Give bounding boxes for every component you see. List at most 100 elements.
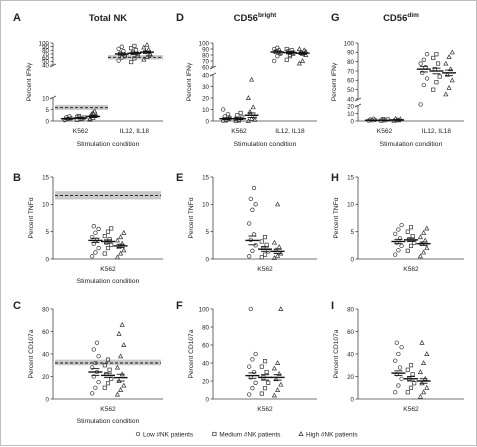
data-point: [275, 387, 281, 392]
data-point: [96, 226, 101, 232]
data-point: [394, 240, 399, 245]
data-point: [102, 233, 107, 239]
y-tick-label: 90: [347, 50, 354, 57]
data-point: [90, 254, 95, 259]
y-tick-label: 0: [206, 396, 210, 403]
y-tick-label: 40: [202, 360, 209, 367]
data-point: [424, 225, 430, 231]
y-tick-label: 90: [202, 46, 209, 53]
data-point: [417, 369, 423, 374]
data-point: [299, 58, 306, 63]
data-point: [96, 379, 101, 385]
data-point: [93, 360, 98, 366]
data-point: [132, 56, 137, 61]
data-point: [396, 248, 401, 253]
data-point: [119, 240, 125, 246]
data-point: [278, 381, 284, 387]
data-point: [116, 330, 122, 336]
x-tick-label: K562: [73, 128, 89, 135]
y-tick-label: 60: [347, 329, 354, 336]
data-point: [114, 254, 120, 260]
data-point: [105, 229, 111, 234]
y-axis-label: Percent IFNγ: [26, 62, 33, 101]
data-point: [417, 253, 423, 259]
y-tick-label: 100: [39, 40, 50, 47]
y-tick-label: 0: [351, 396, 355, 403]
y-tick-label: 40: [42, 351, 49, 358]
panel-title-superscript: dim: [407, 12, 419, 19]
x-tick-label: IL12, IL18: [422, 128, 452, 135]
data-point: [275, 54, 280, 59]
data-point: [105, 381, 111, 386]
data-point: [116, 58, 121, 63]
y-tick-label: 0: [46, 396, 50, 403]
data-point: [247, 254, 252, 259]
legend-marker: [298, 431, 304, 436]
data-point: [393, 252, 398, 257]
x-tick-label: K562: [257, 266, 273, 273]
data-point: [410, 372, 415, 377]
data-point: [90, 110, 96, 115]
data-point: [249, 115, 255, 121]
y-tick-label: 0: [206, 118, 210, 125]
y-axis-label: Percent TNFα: [188, 197, 195, 238]
y-tick-label: 20: [202, 95, 209, 102]
data-point: [399, 345, 404, 350]
y-tick-label: 40: [202, 72, 209, 79]
data-point: [275, 201, 281, 207]
axis-break: [209, 65, 217, 70]
x-tick-label: K562: [403, 266, 419, 273]
data-point: [396, 383, 401, 388]
data-point: [253, 243, 258, 248]
legend-marker: [135, 431, 141, 437]
data-point: [93, 385, 98, 390]
data-point: [90, 365, 95, 370]
x-axis-label: Stimulation condition: [77, 278, 140, 285]
y-tick-label: 70: [42, 51, 49, 58]
data-point: [421, 82, 426, 88]
data-point: [107, 237, 112, 242]
data-point: [109, 376, 114, 381]
panel-title: Total NK: [89, 13, 127, 24]
y-tick-label: 80: [42, 48, 49, 55]
x-tick-label: K562: [257, 406, 273, 413]
legend-label: Medium #NK patients: [219, 431, 280, 438]
panel-letter: C: [13, 300, 21, 312]
data-point: [252, 117, 258, 122]
data-point: [421, 57, 426, 62]
data-point: [105, 357, 111, 362]
data-point: [247, 108, 253, 114]
data-point: [434, 52, 439, 57]
panel-c: C 0 20 40 60 80 K562 Stimulation condition Perce…: [13, 300, 163, 425]
data-point: [248, 196, 253, 202]
data-point: [296, 60, 302, 66]
y-tick-label: 5: [351, 229, 355, 236]
y-tick-label: 80: [202, 324, 209, 331]
data-point: [408, 225, 414, 230]
panel-b: B 0 5 10 15 K562 Stimulation condition Percent …: [13, 172, 163, 285]
data-point: [443, 91, 449, 97]
data-point: [396, 227, 401, 232]
data-point: [405, 367, 410, 372]
data-point: [90, 234, 95, 240]
y-tick-label: 60: [347, 78, 354, 85]
panel-i: I 0 20 40 60 80 K562 Percent CD107a: [331, 300, 464, 413]
data-point: [417, 234, 423, 240]
data-point: [271, 239, 277, 245]
data-point: [437, 74, 442, 79]
data-point: [421, 249, 427, 255]
data-point: [102, 251, 107, 256]
data-point: [418, 61, 423, 66]
data-point: [102, 363, 107, 368]
y-axis-label: Percent IFNγ: [186, 62, 193, 101]
y-tick-label: 80: [347, 59, 354, 66]
data-point: [250, 248, 255, 253]
x-axis-label: Stimulation condition: [380, 141, 443, 148]
legend: Low #NK patients Medium #NK patients High …: [135, 431, 358, 438]
data-point: [434, 80, 439, 85]
data-point: [247, 392, 252, 397]
data-point: [278, 306, 284, 311]
data-point: [405, 248, 410, 253]
